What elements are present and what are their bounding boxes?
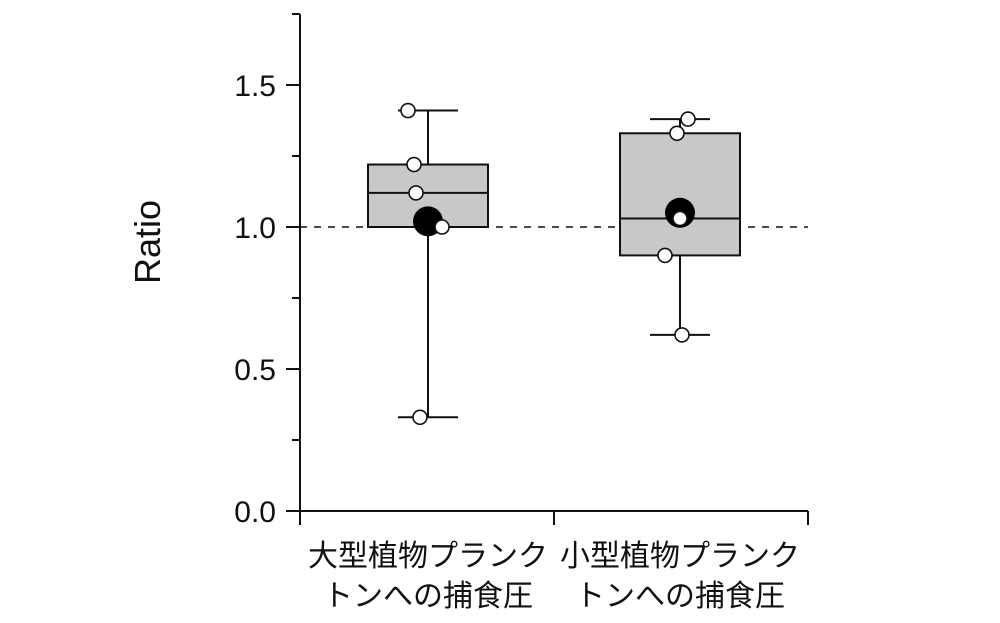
x-category-label: 小型植物プランク [560,540,800,573]
data-point [674,327,690,343]
x-category-label: 大型植物プランク [308,540,548,573]
x-category-label: トンへの捕食圧 [575,580,785,613]
data-point [412,409,428,426]
data-point [669,125,685,142]
box [619,132,741,257]
boxes [367,102,741,426]
box-group [619,111,741,343]
x-category-label: トンへの捕食圧 [323,580,533,613]
box-group [367,102,489,426]
data-point [406,156,422,173]
data-point [672,210,688,227]
data-point [400,102,416,119]
data-point [408,185,424,201]
y-tick-label: 1.5 [234,70,276,103]
y-axis-label: Ratio [127,200,168,284]
data-point [434,219,450,235]
y-tick-label: 1.0 [234,212,276,245]
axes: 0.0 0.5 1.0 1.5 大型植物プランクトンへの捕食圧小型植物プランクトンへの捕… [234,13,809,613]
data-point [657,247,673,264]
data-point [680,111,696,127]
y-tick-label: 0.0 [234,496,276,529]
y-tick-label: 0.5 [234,354,276,387]
